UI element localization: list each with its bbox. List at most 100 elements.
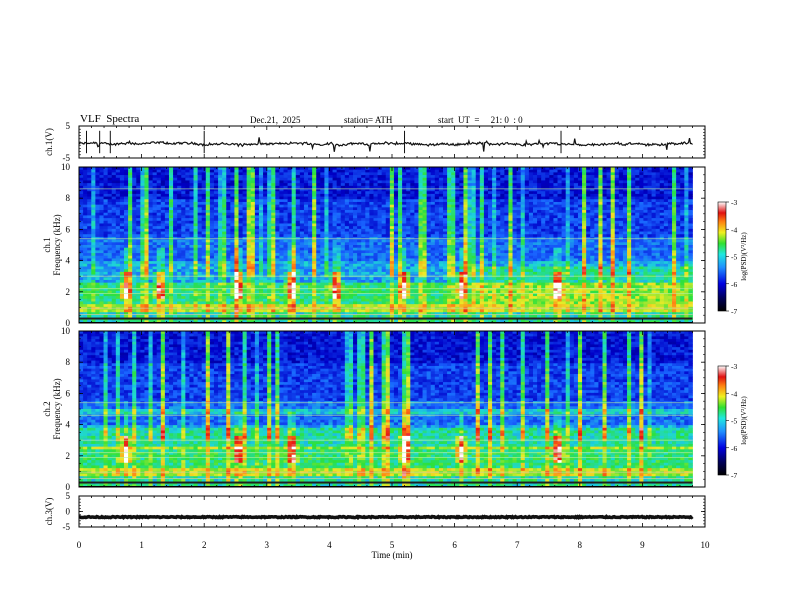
ch1-spectrogram-cell <box>614 188 620 192</box>
ch1-spectrogram-cell <box>524 253 530 257</box>
ch1-spectrogram-cell <box>181 191 186 195</box>
ch1-spectrogram-cell <box>87 239 92 243</box>
ch1-spectrogram-cell <box>459 220 464 224</box>
ch1-spectrogram-cell <box>402 231 407 235</box>
ch1-spectrogram-cell <box>303 250 309 254</box>
ch1-spectrogram-cell <box>189 201 194 206</box>
ch1-spectrogram-cell <box>365 242 370 246</box>
ch1-spectrogram-cell <box>234 196 239 200</box>
ch1-spectrogram-cell <box>291 247 297 251</box>
ch1-spectrogram-cell <box>205 218 211 222</box>
ch1-spectrogram-cell <box>418 172 423 176</box>
ch1-spectrogram-cell <box>344 201 350 206</box>
ch1-spectrogram-cell <box>226 167 231 171</box>
ch1-spectrogram-cell <box>263 242 268 246</box>
ch1-spectrogram-cell <box>406 193 411 197</box>
ch1-spectrogram-cell <box>324 167 329 171</box>
ch1-spectrogram-cell <box>234 253 239 257</box>
ch1-spectrogram-cell <box>479 183 485 187</box>
ch1-spectrogram-cell <box>168 169 174 173</box>
ch1-spectrogram-cell <box>655 193 661 197</box>
ch1-spectrogram-cell <box>267 226 272 230</box>
ch1-spectrogram-cell <box>426 193 432 197</box>
ch1-spectrogram-cell <box>332 175 338 179</box>
ch1-spectrogram-cell <box>111 210 117 214</box>
ch1-spectrogram-cell <box>119 196 125 200</box>
ch1-spectrogram-cell <box>639 196 644 200</box>
ch1-spectrogram-cell <box>209 228 215 232</box>
ch1-spectrogram-cell <box>655 250 661 254</box>
ch1-spectrogram-cell <box>185 228 190 232</box>
ch1-spectrogram-cell <box>83 183 88 187</box>
ch1-spectrogram-cell <box>132 196 137 200</box>
ch1-spectrogram-cell <box>173 188 178 192</box>
ch1-spectrogram-cell <box>402 175 407 179</box>
ch1-spectrogram-cell <box>361 215 366 219</box>
ch1-spectrogram-cell <box>606 231 612 235</box>
ch1-spectrogram-cell <box>455 201 460 206</box>
ch1-spectrogram-cell <box>631 242 636 246</box>
ch1-spectrogram-cell <box>361 210 366 214</box>
ch1-spectrogram-cell <box>152 169 158 173</box>
ch1-spectrogram-cell <box>324 199 329 203</box>
ch1-spectrogram-cell <box>213 215 219 219</box>
ch1-spectrogram-cell <box>377 185 383 189</box>
ch1-spectrogram-cell <box>582 218 587 222</box>
ch1-spectrogram-cell <box>684 220 689 224</box>
ch1-spectrogram-cell <box>475 199 481 203</box>
ch1-spectrogram-cell <box>451 199 456 203</box>
ch1-spectrogram-cell <box>279 188 284 192</box>
ch1-spectrogram-cell <box>398 193 403 197</box>
ch1-spectrogram-cell <box>430 245 436 249</box>
ch1-spectrogram-cell <box>275 239 280 243</box>
ch1-spectrogram-cell <box>377 204 383 208</box>
ch1-spectrogram-cell <box>79 207 84 211</box>
ch1-spectrogram-cell <box>393 239 399 243</box>
ch1-spectrogram-cell <box>622 180 628 184</box>
ch1-spectrogram-cell <box>504 253 509 257</box>
ch1-spectrogram-cell <box>455 177 460 181</box>
ch1-spectrogram-cell <box>492 201 497 206</box>
ch1-spectrogram-cell <box>385 191 391 195</box>
ch1-spectrogram-cell <box>586 247 591 251</box>
ch1-spectrogram-cell <box>622 253 628 257</box>
ch1-spectrogram-cell <box>504 223 509 227</box>
ch1-spectrogram-cell <box>447 239 452 243</box>
ch1-spectrogram-cell <box>586 226 591 230</box>
ch1-spectrogram-cell <box>344 188 350 192</box>
ch1-spectrogram-cell <box>475 204 481 208</box>
ch1-spectrogram-cell <box>95 226 100 230</box>
ch1-spectrogram-cell <box>631 172 636 176</box>
ch1-spectrogram-cell <box>115 188 121 192</box>
ch1-spectrogram-cell <box>561 172 567 176</box>
ch1-spectrogram-cell <box>541 245 546 249</box>
ch1-spectrogram-cell <box>287 226 293 230</box>
ch1-spectrogram-cell <box>258 183 264 187</box>
ch1-spectrogram-cell <box>160 242 166 246</box>
ch1-spectrogram-cell <box>639 172 644 176</box>
ch1-spectrogram-cell <box>250 175 256 179</box>
ch1-spectrogram-cell <box>573 177 579 181</box>
ch1-spectrogram-cell <box>324 220 329 224</box>
ch1-spectrogram-cell <box>291 218 297 222</box>
ch1-spectrogram-cell <box>586 253 591 257</box>
ch1-spectrogram-cell <box>618 193 624 197</box>
ch1-spectrogram-cell <box>569 228 575 232</box>
ch1-spectrogram-cell <box>152 226 158 230</box>
ch1-spectrogram-cell <box>398 245 403 249</box>
ch1-spectrogram-cell <box>128 207 133 211</box>
ch1-spectrogram-cell <box>377 253 383 257</box>
ch1-spectrogram-cell <box>631 234 636 238</box>
ch1-spectrogram-cell <box>230 167 235 171</box>
ch1-spectrogram-cell <box>430 220 436 224</box>
ch1-spectrogram-cell <box>434 215 440 219</box>
ch1-spectrogram-cell <box>336 228 342 232</box>
ch1-spectrogram-cell <box>128 196 133 200</box>
ch1-spectrogram-cell <box>393 242 399 246</box>
ch1-spectrogram-cell <box>107 247 113 251</box>
ch1-spectrogram-cell <box>598 185 603 189</box>
ch1-spectrogram-cell <box>197 234 203 238</box>
ch1-spectrogram-cell <box>123 175 129 179</box>
ch1-spectrogram-cell <box>91 177 96 181</box>
ch1-spectrogram-cell <box>610 193 616 197</box>
